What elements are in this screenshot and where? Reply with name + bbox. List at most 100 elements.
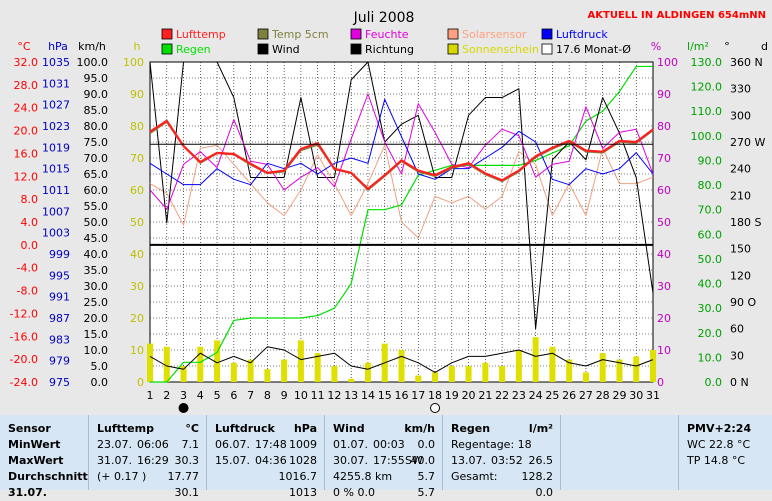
sunshine-bar bbox=[197, 346, 204, 382]
direction-axis-unit: ° bbox=[724, 40, 730, 53]
legend-swatch bbox=[257, 28, 269, 40]
direction-axis-tick: 240 bbox=[730, 163, 751, 176]
x-tick-label: 21 bbox=[478, 389, 492, 402]
x-tick-label: 20 bbox=[462, 389, 476, 402]
lufttemp-extra-val: 30.1 bbox=[174, 486, 200, 499]
sunshine-bar bbox=[515, 350, 522, 382]
sunshine-bar bbox=[314, 353, 321, 382]
rain-axis-tick: 130.0 bbox=[691, 56, 723, 69]
stats-col-wind: Wind km/h 01.07. 00:03 0.0 30.07. 17:55 SW 40.… bbox=[324, 415, 443, 499]
legend-swatch bbox=[161, 28, 173, 40]
wind-axis-tick: 25.0 bbox=[84, 296, 109, 309]
x-tick-label: 29 bbox=[612, 389, 626, 402]
direction-axis-tick: 30 bbox=[730, 349, 744, 362]
x-tick-label: 30 bbox=[629, 389, 643, 402]
luftdruck-avg-val: 1016.7 bbox=[278, 470, 318, 483]
legend-label: Wind bbox=[272, 43, 300, 56]
temp-axis-tick: -20.0 bbox=[10, 353, 38, 366]
pmv-header: PMV+2:24 bbox=[687, 422, 752, 435]
regen-max-date: 13.07. bbox=[451, 454, 486, 467]
percent-axis-tick: 40 bbox=[657, 248, 671, 261]
legend: Lufttemp Temp 5cm Feuchte Solarsensor Luftdr… bbox=[161, 28, 631, 56]
lufttemp-avg-val: 17.77 bbox=[167, 470, 200, 483]
direction-axis-tick: 60 bbox=[730, 323, 744, 336]
x-axis: 1 2 3 4 5 6 7 8 9 10 11 12 13 14 15 16 17 18 19 20 21 22 23 24 2… bbox=[147, 389, 660, 413]
rain-axis-tick: 40.0 bbox=[698, 278, 723, 291]
sunshine-bar bbox=[247, 359, 254, 382]
x-tick-label: 28 bbox=[596, 389, 610, 402]
x-tick-label: 22 bbox=[495, 389, 509, 402]
luftdruck-min-val: 1009 bbox=[289, 438, 317, 451]
rain-axis-tick: 20.0 bbox=[698, 327, 723, 340]
wind-axis-tick: 30.0 bbox=[84, 280, 109, 293]
wind-axis-tick: 100.0 bbox=[77, 56, 109, 69]
hours-axis-tick: 0 bbox=[137, 376, 144, 389]
rain-axis-tick: 50.0 bbox=[698, 253, 723, 266]
percent-axis-tick: 100 bbox=[657, 56, 678, 69]
percent-axis-tick: 60 bbox=[657, 184, 671, 197]
pressure-axis-tick: 991 bbox=[49, 291, 70, 304]
rain-axis-tick: 90.0 bbox=[698, 154, 723, 167]
airtemp-line bbox=[149, 119, 654, 190]
lufttemp-avg-note: (+ 0.17 ) bbox=[97, 470, 147, 483]
temp-axis-tick: -12.0 bbox=[10, 307, 38, 320]
minwert-label: MinWert bbox=[8, 438, 61, 451]
full-moon-icon bbox=[430, 403, 441, 413]
wind-header: Wind bbox=[333, 422, 365, 435]
x-tick-label: 1 bbox=[147, 389, 154, 402]
direction-axis-tick: 330 bbox=[730, 83, 751, 96]
sunshine-bar bbox=[633, 356, 640, 382]
sunshine-bar bbox=[499, 366, 506, 382]
regen-header: Regen bbox=[451, 422, 491, 435]
temp-axis-tick: 8.0 bbox=[21, 193, 39, 206]
x-tick-label: 26 bbox=[562, 389, 576, 402]
pressure-axis-tick: 1019 bbox=[42, 141, 70, 154]
x-tick-label: 7 bbox=[247, 389, 254, 402]
wind-axis-tick: 0.0 bbox=[91, 376, 109, 389]
wind-min-date: 01.07. bbox=[333, 438, 368, 451]
hours-axis-tick: 50 bbox=[130, 216, 144, 229]
luftdruck-extra-val: 1013 bbox=[289, 486, 317, 499]
hours-axis-tick: 80 bbox=[130, 120, 144, 133]
rain-axis-tick: 70.0 bbox=[698, 204, 723, 217]
wind-axis-tick: 85.0 bbox=[84, 104, 109, 117]
sunshine-bar bbox=[331, 366, 338, 382]
wind-extra-val: 5.7 bbox=[417, 486, 436, 499]
sunshine-bar bbox=[348, 378, 355, 382]
wind-max-val: 40.0 bbox=[410, 454, 436, 467]
wind-axis-tick: 70.0 bbox=[84, 152, 109, 165]
sunshine-bar bbox=[297, 340, 304, 382]
x-tick-label: 18 bbox=[428, 389, 442, 402]
x-tick-label: 27 bbox=[579, 389, 593, 402]
sunshine-bar bbox=[549, 346, 556, 382]
legend-label: Solarsensor bbox=[462, 28, 527, 41]
hours-axis-unit: h bbox=[134, 40, 141, 53]
lufttemp-min-time: 06:06 bbox=[137, 438, 169, 451]
temp-axis-tick: 24.0 bbox=[14, 102, 39, 115]
direction-axis-tick: 270 W bbox=[730, 136, 765, 149]
pressure-axis-tick: 975 bbox=[49, 376, 70, 389]
legend-label: Regen bbox=[176, 43, 211, 56]
wind-axis-tick: 40.0 bbox=[84, 248, 109, 261]
sunshine-bar bbox=[281, 359, 288, 382]
stats-col-sensor: Sensor MinWert MaxWert Durchschnitt 31.0… bbox=[0, 415, 88, 499]
rain-axis-tick: 30.0 bbox=[698, 302, 723, 315]
rain-axis-tick: 110.0 bbox=[691, 105, 723, 118]
regen-max-time: 03:52 bbox=[491, 454, 523, 467]
pmv-wc: WC 22.8 °C bbox=[687, 438, 751, 451]
temp-axis-tick: 4.0 bbox=[21, 216, 39, 229]
x-tick-label: 2 bbox=[163, 389, 170, 402]
x-tick-label: 13 bbox=[344, 389, 358, 402]
luftdruck-unit: hPa bbox=[293, 422, 317, 435]
wind-axis-tick: 95.0 bbox=[84, 72, 109, 85]
sunshine-bar bbox=[432, 372, 439, 382]
sunshine-bar bbox=[214, 340, 221, 382]
legend-label: Luftdruck bbox=[556, 28, 608, 41]
lufttemp-header: Lufttemp bbox=[97, 422, 154, 435]
wind-min-val: 0.0 bbox=[417, 438, 436, 451]
direction-axis-tick: 300 bbox=[730, 109, 751, 122]
luftdruck-max-time: 04:36 bbox=[255, 454, 287, 467]
legend-swatch bbox=[541, 43, 553, 55]
sunshine-bar bbox=[180, 366, 187, 382]
x-tick-label: 9 bbox=[281, 389, 288, 402]
